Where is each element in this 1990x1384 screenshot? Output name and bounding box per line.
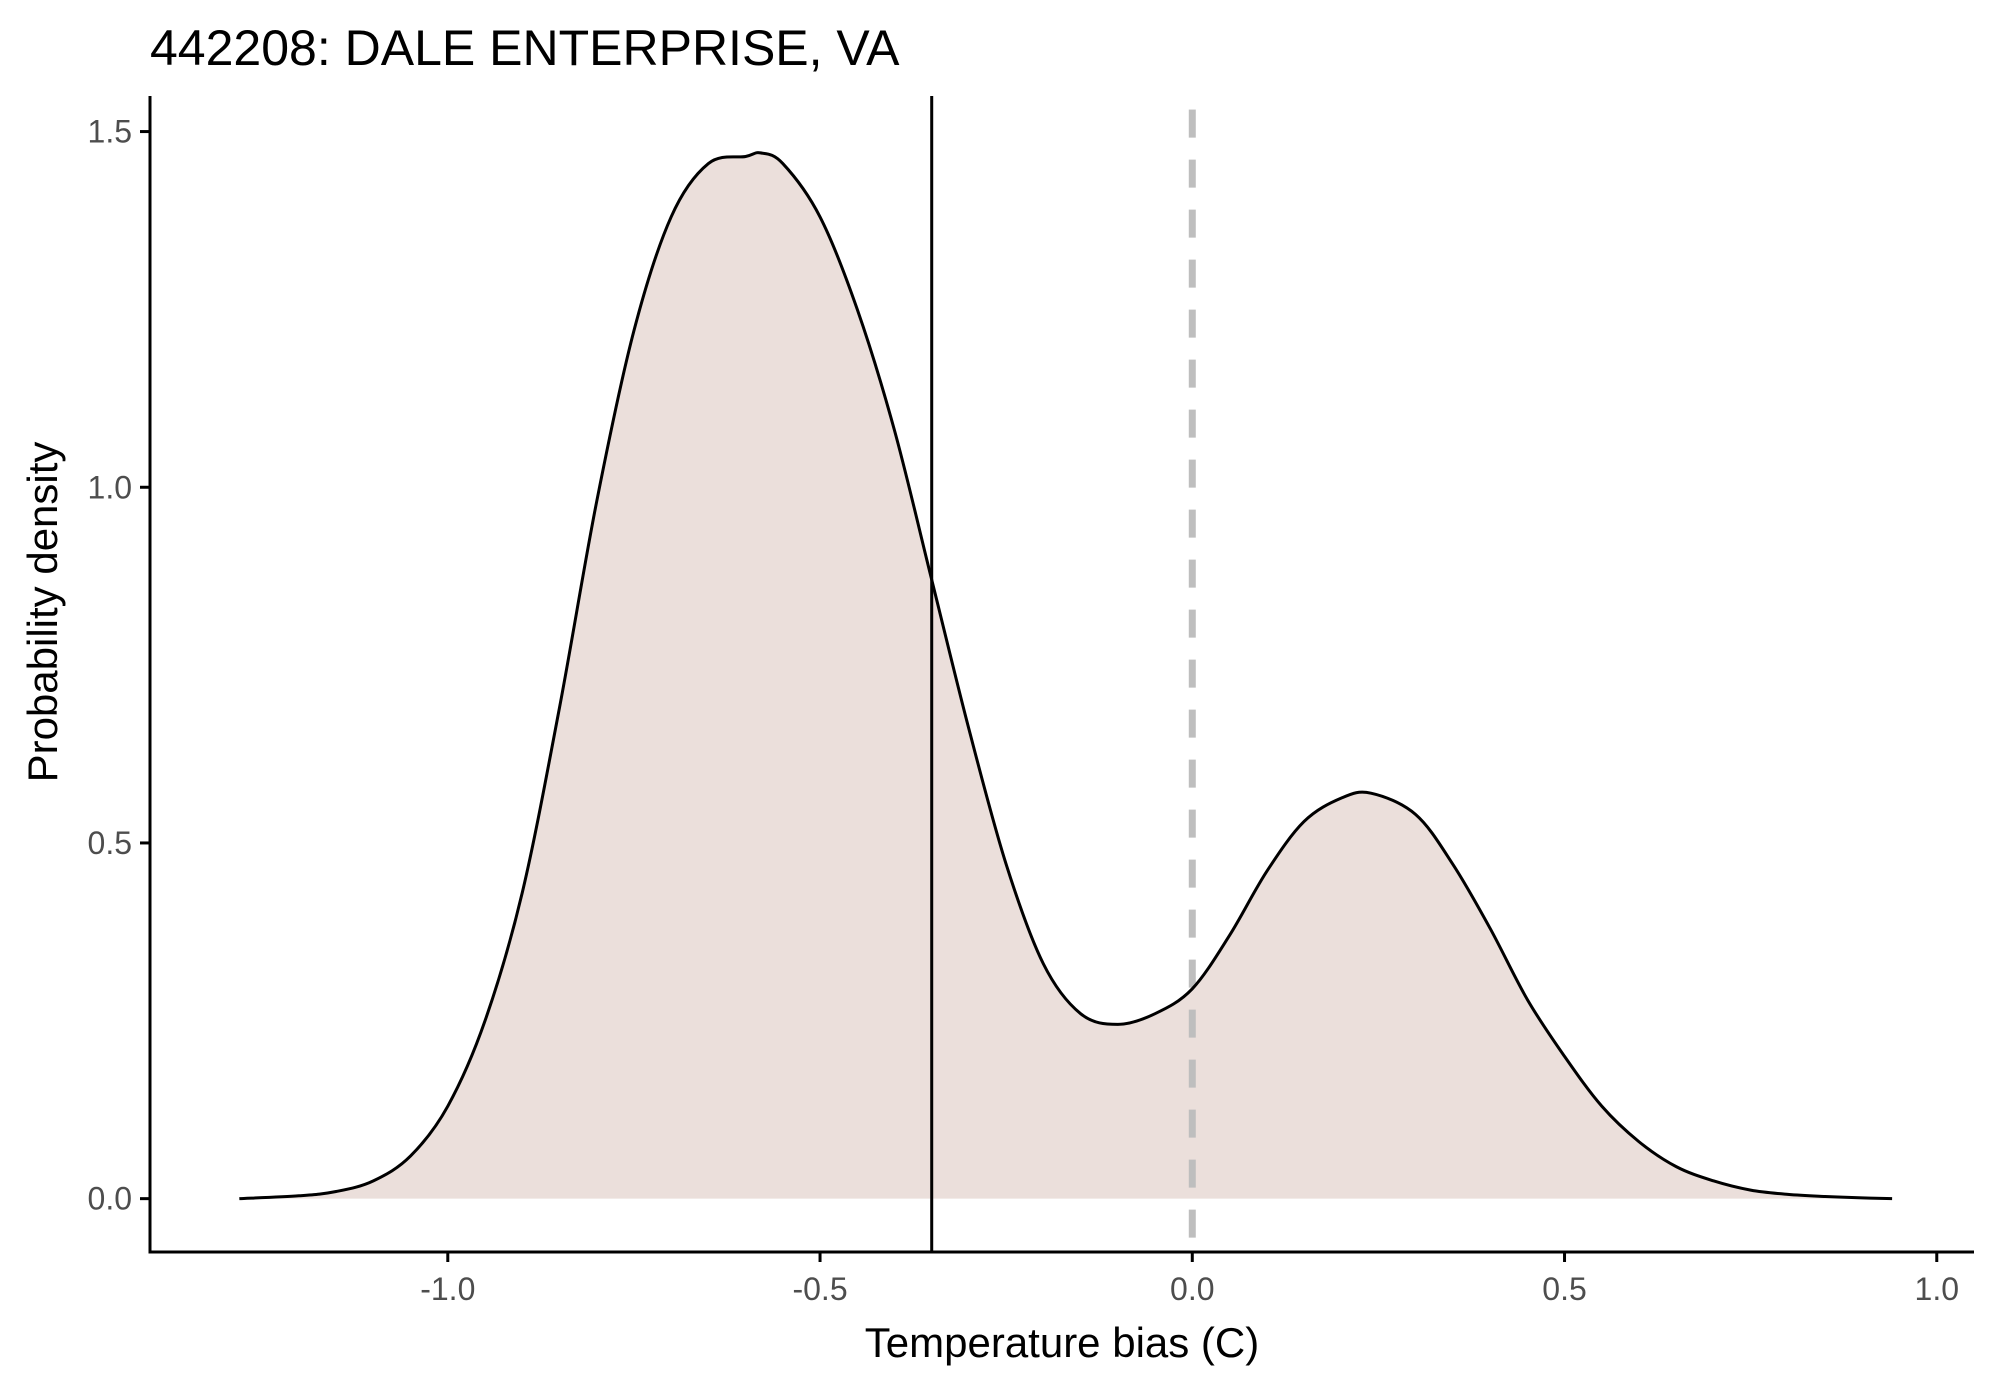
x-axis-ticks: -1.0 -0.5 0.0 0.5 1.0 — [420, 1252, 1959, 1307]
x-tick-label: 0.0 — [1170, 1271, 1214, 1307]
y-tick-label: 0.0 — [88, 1181, 132, 1217]
y-tick-label: 1.0 — [88, 469, 132, 505]
y-axis-ticks: 0.0 0.5 1.0 1.5 — [88, 114, 150, 1217]
y-tick-label: 1.5 — [88, 114, 132, 150]
x-tick-label: -0.5 — [792, 1271, 847, 1307]
density-area — [239, 152, 1893, 1199]
y-tick-label: 0.5 — [88, 825, 132, 861]
x-tick-label: -1.0 — [420, 1271, 475, 1307]
x-tick-label: 0.5 — [1542, 1271, 1586, 1307]
x-axis-title: Temperature bias (C) — [865, 1319, 1259, 1366]
x-tick-label: 1.0 — [1915, 1271, 1959, 1307]
chart-title: 442208: DALE ENTERPRISE, VA — [150, 20, 900, 76]
plot-area — [239, 96, 1893, 1252]
y-axis-title: Probability density — [19, 442, 66, 783]
density-curve — [239, 151, 1893, 1201]
